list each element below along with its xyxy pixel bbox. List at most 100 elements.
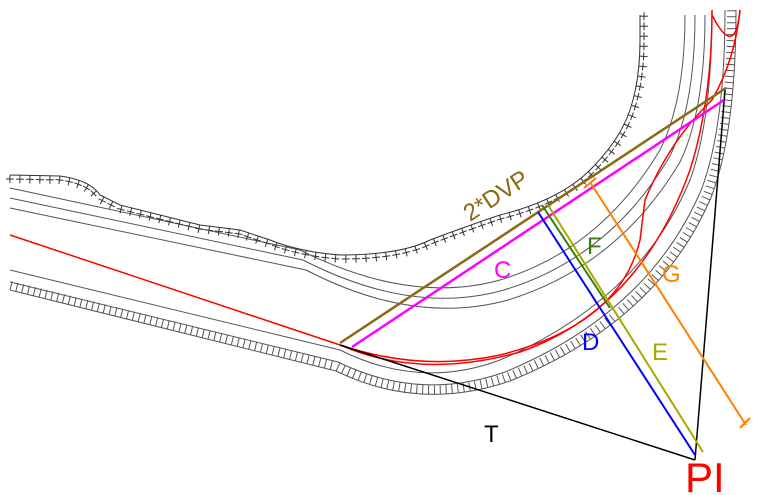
hatch-cross bbox=[449, 233, 458, 238]
hatch-cross bbox=[633, 102, 637, 111]
hatch-tick bbox=[300, 353, 304, 363]
line-g bbox=[589, 181, 747, 426]
hatch-cross bbox=[271, 244, 280, 249]
hatch-tick bbox=[705, 185, 715, 190]
hatch-cross bbox=[595, 163, 602, 171]
hatch-cross bbox=[544, 200, 553, 205]
hatch-tick bbox=[685, 227, 694, 233]
hatch-tick bbox=[392, 381, 395, 391]
hatch-tick bbox=[666, 256, 675, 263]
hatch-tick bbox=[160, 318, 165, 328]
hatch-tick bbox=[724, 81, 734, 84]
back-tangent bbox=[339, 344, 696, 461]
hatch-cross bbox=[98, 198, 106, 203]
hatch-tick bbox=[143, 314, 147, 324]
hatch-tick bbox=[259, 343, 264, 353]
hatch-tick bbox=[283, 349, 287, 359]
hatch-tick bbox=[155, 317, 159, 327]
hatch-tick bbox=[594, 324, 601, 333]
hatch-cross bbox=[184, 224, 193, 228]
hatch-cross bbox=[412, 248, 421, 252]
hatch-tick bbox=[679, 236, 688, 243]
g-label: G bbox=[662, 261, 681, 288]
hatch-tick bbox=[528, 362, 534, 372]
hatch-tick bbox=[549, 352, 555, 361]
hatch-tick bbox=[341, 365, 346, 374]
hatch-cross bbox=[55, 178, 64, 181]
hatch-tick bbox=[15, 282, 19, 292]
hatch-tick bbox=[224, 334, 229, 344]
hatch-cross bbox=[636, 92, 640, 101]
hatch-tick bbox=[178, 323, 182, 333]
hatch-cross bbox=[487, 220, 496, 224]
hatch-tick bbox=[719, 128, 729, 131]
hatch-tick bbox=[131, 311, 135, 321]
hatch-tick bbox=[691, 216, 700, 222]
hatch-cross bbox=[136, 212, 145, 216]
hatch-tick bbox=[38, 288, 42, 298]
hatch-tick bbox=[346, 367, 351, 377]
hatch-cross bbox=[602, 156, 608, 164]
line-f bbox=[541, 204, 611, 309]
hatch-cross bbox=[116, 207, 126, 211]
curve-arc bbox=[339, 99, 713, 363]
hatch-tick bbox=[643, 282, 651, 290]
hatch-tick bbox=[380, 378, 384, 388]
hatch-tick bbox=[673, 246, 682, 253]
hatch-tick bbox=[709, 174, 718, 178]
hatch-tick bbox=[248, 340, 252, 350]
hatch-cross bbox=[642, 62, 644, 71]
hatch-cross bbox=[194, 227, 203, 230]
hatch-cross bbox=[440, 237, 449, 241]
hatch-cross bbox=[253, 238, 261, 242]
hatch-cross bbox=[321, 256, 330, 259]
hatch-tick bbox=[622, 302, 630, 311]
line-d bbox=[537, 211, 696, 456]
hatch-tick bbox=[230, 336, 234, 346]
hatch-tick bbox=[490, 377, 495, 387]
hatch-tick bbox=[114, 307, 118, 317]
road-outer-edge-2 bbox=[9, 9, 726, 386]
hatch-tick bbox=[27, 285, 31, 295]
hatch-tick bbox=[479, 379, 483, 390]
hatch-tick bbox=[699, 201, 708, 206]
hatch-cross bbox=[525, 208, 534, 213]
road-outer-edge-3 bbox=[9, 9, 737, 395]
hatch-cross bbox=[392, 253, 401, 256]
hatch-tick bbox=[50, 291, 54, 301]
hatch-cross bbox=[638, 82, 642, 91]
line-g-tick-bottom bbox=[739, 417, 751, 429]
hatch-tick bbox=[682, 232, 691, 238]
hatch-cross bbox=[234, 232, 243, 235]
hatch-tick bbox=[719, 122, 729, 125]
hatch-tick bbox=[404, 383, 407, 393]
hatch-tick bbox=[703, 190, 713, 195]
hatch-tick bbox=[85, 299, 89, 309]
hatch-tick bbox=[608, 314, 616, 322]
hatch-tick bbox=[289, 350, 293, 360]
pi-label: PI bbox=[685, 454, 725, 495]
hatch-tick bbox=[207, 330, 211, 340]
hatch-cross bbox=[224, 231, 233, 234]
hatch-cross bbox=[82, 185, 91, 191]
hatch-tick bbox=[96, 302, 100, 312]
hatch-tick bbox=[386, 380, 390, 390]
hatch-tick bbox=[658, 265, 667, 272]
tangent-lines bbox=[339, 89, 726, 461]
hatch-tick bbox=[318, 357, 322, 367]
hatch-cross bbox=[204, 229, 214, 232]
hatch-tick bbox=[507, 372, 512, 381]
hatch-tick bbox=[626, 299, 634, 307]
hatch-tick bbox=[312, 356, 316, 366]
hatch-cross bbox=[431, 240, 439, 245]
outer-hatching bbox=[9, 10, 737, 395]
hatch-tick bbox=[701, 195, 711, 201]
dvp-label: 2*DVP bbox=[459, 165, 534, 227]
hatch-tick bbox=[67, 295, 71, 305]
hatch-cross bbox=[146, 215, 155, 219]
hatch-cross bbox=[620, 131, 626, 139]
hatch-cross bbox=[496, 217, 505, 221]
hatch-tick bbox=[21, 284, 25, 294]
t-label: T bbox=[484, 421, 499, 448]
